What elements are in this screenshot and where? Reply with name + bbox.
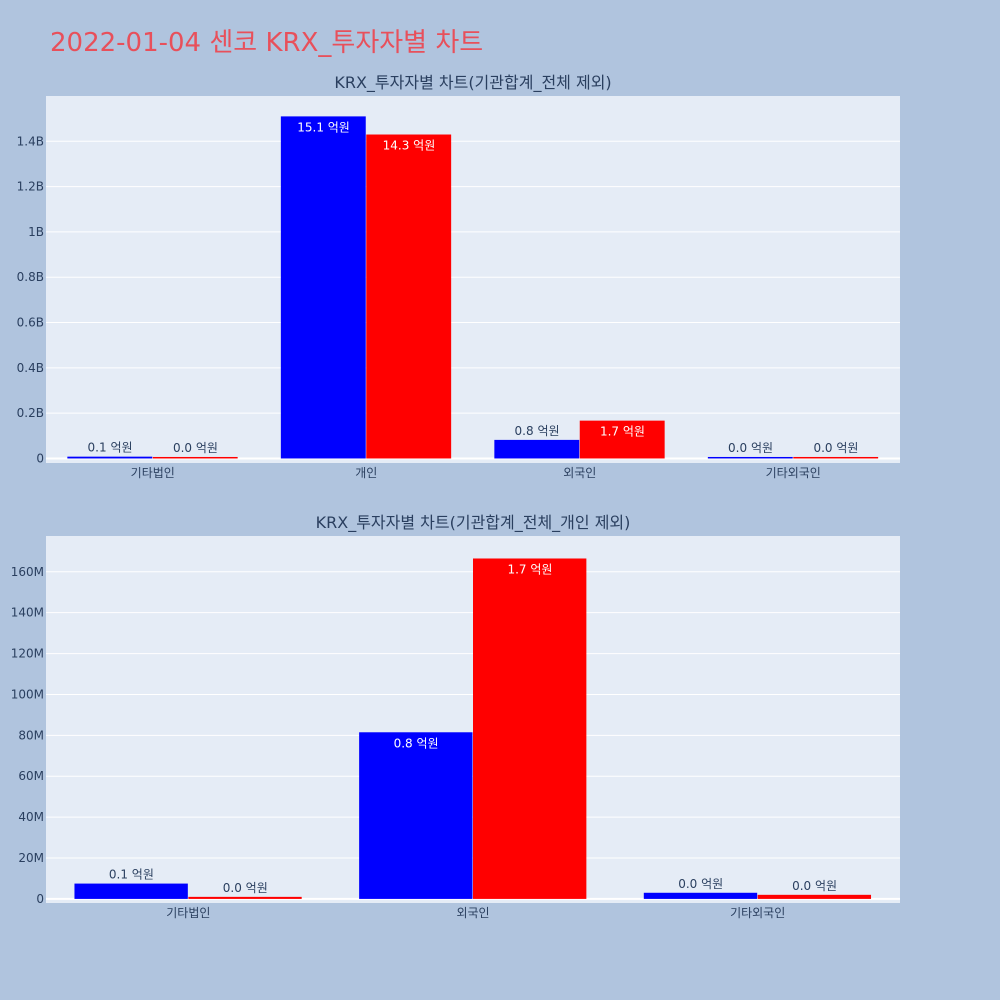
data-label: 0.1 억원: [109, 868, 154, 882]
y-tick-label: 60M: [18, 769, 44, 783]
chart-title: KRX_투자자별 차트(기관합계_전체_개인 제외): [316, 513, 631, 533]
data-label: 15.1 억원: [297, 120, 350, 134]
bar: [359, 732, 473, 899]
y-tick-label: 0.2B: [17, 406, 44, 420]
y-tick-label: 40M: [18, 810, 44, 824]
x-tick-label: 기타외국인: [766, 466, 821, 480]
x-tick-label: 개인: [355, 466, 377, 480]
chart-title: KRX_투자자별 차트(기관합계_전체 제외): [334, 73, 611, 93]
data-label: 1.7 억원: [600, 425, 645, 439]
data-label: 0.8 억원: [394, 736, 439, 750]
data-label: 0.0 억원: [223, 881, 268, 895]
y-tick-label: 160M: [11, 565, 44, 579]
bottom-bar-chart: KRX_투자자별 차트(기관합계_전체_개인 제외) 0 20M 40M 60M 80M 1…: [11, 513, 900, 920]
y-tick-label: 0.6B: [17, 316, 44, 330]
data-label: 0.0 억원: [728, 441, 773, 455]
x-tick-label: 기타외국인: [730, 906, 785, 920]
plot-background: [46, 96, 900, 463]
y-tick-label: 0: [36, 892, 44, 906]
data-label: 0.0 억원: [678, 877, 723, 891]
data-label: 0.8 억원: [515, 424, 560, 438]
x-tick-label: 기타법인: [166, 906, 210, 920]
bar: [643, 892, 758, 899]
y-tick-label: 1.4B: [17, 134, 44, 148]
bar: [188, 896, 302, 899]
y-tick-label: 120M: [11, 647, 44, 661]
data-label: 0.1 억원: [88, 441, 133, 455]
bar: [494, 439, 580, 459]
bar: [473, 558, 587, 899]
page-title: 2022-01-04 센코 KRX_투자자별 차트: [50, 28, 484, 58]
y-tick-label: 80M: [18, 728, 44, 742]
x-tick-label: 외국인: [563, 466, 596, 480]
y-tick-label: 0: [36, 451, 44, 465]
bar: [67, 456, 153, 459]
bar: [366, 134, 452, 459]
data-label: 0.0 억원: [792, 879, 837, 893]
data-label: 0.0 억원: [813, 441, 858, 455]
y-tick-label: 1B: [28, 225, 44, 239]
bar: [74, 883, 188, 899]
y-tick-label: 140M: [11, 606, 44, 620]
data-label: 1.7 억원: [507, 562, 552, 576]
bar: [152, 456, 238, 459]
y-tick-label: 100M: [11, 687, 44, 701]
bar: [757, 894, 872, 899]
y-tick-label: 0.8B: [17, 270, 44, 284]
bar: [579, 420, 665, 459]
y-tick-label: 20M: [18, 851, 44, 865]
y-tick-label: 0.4B: [17, 361, 44, 375]
x-tick-label: 기타법인: [131, 466, 175, 480]
data-label: 0.0 억원: [173, 441, 218, 455]
bar: [707, 456, 793, 459]
x-tick-label: 외국인: [456, 906, 489, 920]
bar: [793, 456, 879, 459]
data-label: 14.3 억원: [383, 139, 436, 153]
top-bar-chart: KRX_투자자별 차트(기관합계_전체 제외) 0 0.2B 0.4B 0.6B 0.8B…: [17, 73, 900, 480]
y-tick-label: 1.2B: [17, 180, 44, 194]
bar: [280, 116, 366, 459]
